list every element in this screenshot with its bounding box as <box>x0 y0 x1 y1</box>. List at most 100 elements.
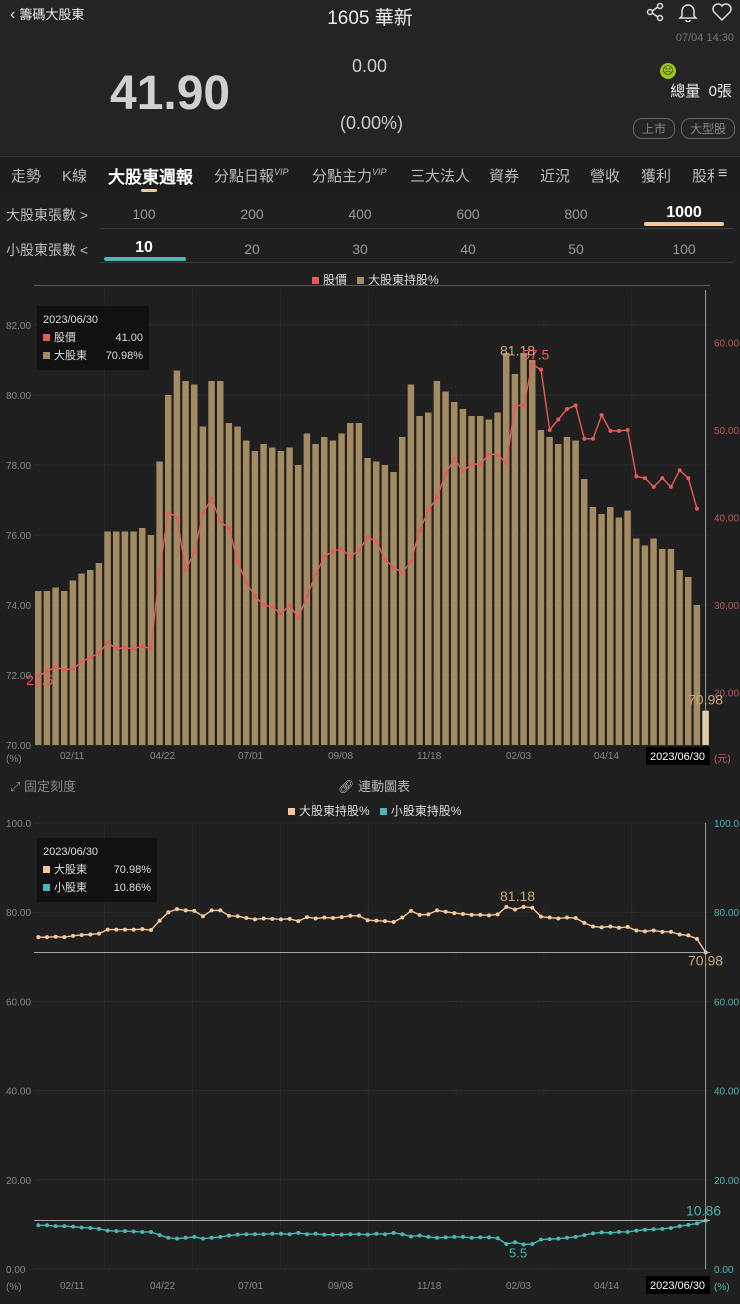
small-holder-point <box>478 1235 483 1240</box>
big-holder-point <box>123 927 127 932</box>
small-holder-point <box>79 1225 84 1230</box>
bar-big-holder <box>329 440 337 745</box>
tab-margin[interactable]: 資券 <box>489 168 520 185</box>
right-axis-tick: 30.00 <box>714 601 739 612</box>
chevron-left-icon: ‹ <box>10 6 16 23</box>
small-holder-option-50[interactable]: 50 <box>568 241 584 257</box>
big-holder-point <box>97 931 101 936</box>
big-holder-point <box>409 908 413 913</box>
tab-branch-main[interactable]: 分點主力VIP <box>312 167 387 185</box>
small-holder-point <box>357 1232 361 1237</box>
bar-big-holder <box>511 374 519 745</box>
big-holder-point <box>677 932 682 937</box>
left-axis-tick: 76.00 <box>6 531 31 542</box>
annotation-last-big: 70.98 <box>688 952 723 968</box>
tab-trend[interactable]: 走勢 <box>11 168 42 185</box>
bar-big-holder <box>685 577 692 745</box>
small-holder-point <box>175 1236 179 1241</box>
bar-big-holder <box>399 437 406 745</box>
big-holder-point <box>495 912 500 917</box>
big-holder-point <box>175 907 179 912</box>
small-holder-point <box>573 1234 578 1239</box>
divider <box>100 262 734 263</box>
big-holder-point <box>322 915 327 920</box>
price-point <box>296 616 301 621</box>
chart1-tooltip: 2023/06/30 股價 41.00 大股東 70.98% <box>37 306 149 370</box>
big-holder-point <box>45 935 49 940</box>
tab-branch-daily[interactable]: 分點日報VIP <box>214 167 289 185</box>
tab-recent[interactable]: 近況 <box>540 168 571 185</box>
bar-big-holder <box>312 444 319 745</box>
bar-big-holder <box>693 605 701 745</box>
share-icon[interactable] <box>645 2 665 28</box>
x-axis-tick: 09/08 <box>328 751 353 762</box>
tab-kline[interactable]: K線 <box>62 168 88 185</box>
big-holder-point <box>357 913 361 918</box>
link-chart-toggle[interactable]: 🔗︎ 連動圖表 <box>338 779 411 794</box>
bar-big-holder <box>35 591 42 745</box>
small-holder-option-10[interactable]: 10 <box>135 239 153 256</box>
small-holder-option-20[interactable]: 20 <box>244 241 260 257</box>
big-holder-point <box>79 932 84 937</box>
tag-listed: 上市 <box>633 118 676 139</box>
bar-big-holder <box>459 409 467 745</box>
price-point <box>478 462 483 467</box>
big-holder-point <box>643 929 647 934</box>
big-holder-option-200[interactable]: 200 <box>240 206 264 222</box>
left-axis-unit: (%) <box>6 1282 22 1293</box>
x-axis-tick: 07/01 <box>238 751 263 762</box>
chart2-holder-percent[interactable]: 100.0 80.00 60.00 40.00 20.00 0.00 100.0 80.00 6… <box>0 815 740 1304</box>
menu-icon[interactable]: ≡ <box>718 165 728 182</box>
bar-big-holder <box>572 440 579 745</box>
small-holder-point <box>97 1226 101 1231</box>
tab-dividend[interactable]: 股利 <box>692 168 714 185</box>
annotation-min-small: 5.5 <box>509 1245 527 1260</box>
heart-icon[interactable] <box>711 2 733 28</box>
back-button[interactable]: ‹ 籌碼大股東 <box>10 6 85 23</box>
chart1-price-vs-holders[interactable]: 82.00 80.00 78.00 76.00 74.00 72.00 70.00 60.00… <box>0 285 740 770</box>
price-point <box>383 557 387 562</box>
price-point <box>643 476 647 481</box>
big-holder-option-100[interactable]: 100 <box>132 206 156 222</box>
small-holder-option-40[interactable]: 40 <box>460 241 476 257</box>
big-holder-point <box>53 934 58 939</box>
price-point <box>565 407 569 411</box>
bar-big-holder <box>208 381 215 745</box>
bar-big-holder <box>546 437 553 745</box>
price-point <box>521 403 526 408</box>
bar-big-holder <box>43 591 51 745</box>
big-holder-option-400[interactable]: 400 <box>348 206 372 222</box>
tab-institutional[interactable]: 三大法人 <box>410 168 471 185</box>
annotation-max-big: 81.18 <box>500 343 535 359</box>
big-holder-option-600[interactable]: 600 <box>456 206 480 222</box>
active-tab-indicator <box>141 189 157 192</box>
small-holder-option-30[interactable]: 30 <box>352 241 368 257</box>
small-holder-option-100[interactable]: 100 <box>672 241 696 257</box>
legend-swatch-big <box>288 808 295 815</box>
bar-big-holder <box>78 573 85 745</box>
price-point <box>209 496 214 501</box>
bar-big-holder <box>407 384 415 745</box>
small-holder-point <box>643 1227 647 1232</box>
tab-profit[interactable]: 獲利 <box>641 168 672 185</box>
big-holder-point <box>582 920 587 925</box>
big-holder-point <box>166 910 171 915</box>
x-axis-tick: 09/08 <box>328 1281 353 1292</box>
tab-major-holders-weekly[interactable]: 大股東週報 <box>108 168 193 187</box>
bar-big-holder <box>69 580 77 745</box>
small-holder-point <box>218 1234 223 1239</box>
big-holder-option-800[interactable]: 800 <box>564 206 588 222</box>
price-point <box>348 554 353 559</box>
fixed-scale-toggle[interactable]: ⤢ 固定刻度 <box>10 779 77 794</box>
tab-revenue[interactable]: 營收 <box>590 168 621 185</box>
bar-big-holder <box>355 423 363 745</box>
tooltip-row-big: 大股東 70.98% <box>43 347 143 365</box>
bar-big-holder <box>633 538 640 745</box>
legend-swatch-small <box>379 808 387 815</box>
bar-big-holder <box>659 549 666 745</box>
bell-icon[interactable] <box>678 2 698 28</box>
x-axis-current-bg <box>646 1276 710 1294</box>
big-holder-option-1000[interactable]: 1000 <box>666 204 702 221</box>
bar-big-holder <box>347 423 354 745</box>
big-holder-point <box>391 920 396 925</box>
